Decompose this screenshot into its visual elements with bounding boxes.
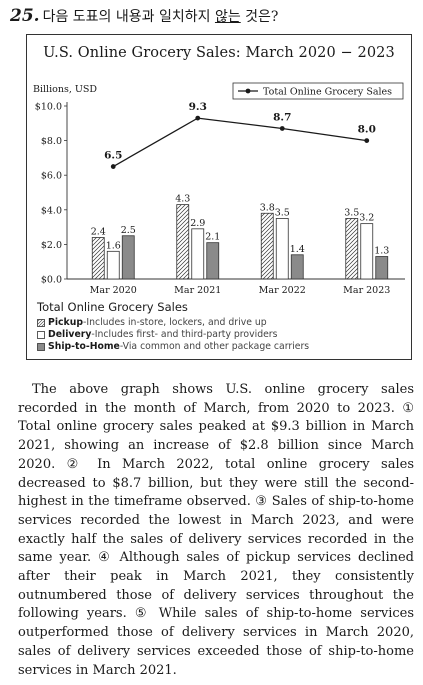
legend-name: Delivery	[48, 329, 92, 340]
legend-name: Ship-to-Home	[48, 341, 120, 352]
legend-list: Pickup -Includes in-store, lockers, and d…	[37, 317, 309, 353]
bar-value-label: 3.2	[359, 213, 374, 224]
pickup-swatch	[37, 319, 45, 327]
ship-to-home-swatch	[37, 343, 45, 351]
total-sales-label: 8.0	[358, 124, 376, 136]
passage-text: The above graph shows U.S. online grocer…	[18, 382, 414, 678]
bar-value-label: 2.1	[205, 232, 220, 243]
bar-delivery	[106, 250, 120, 280]
legend-item-ship-to-home: Ship-to-Home -Via common and other packag…	[37, 341, 309, 353]
legend-item-delivery: Delivery -Includes first- and third-party…	[37, 329, 309, 341]
total-sales-line	[112, 117, 367, 168]
y-tick-label: $2.0	[41, 240, 62, 251]
bar-value-label: 1.6	[106, 240, 121, 251]
x-tick-label: Mar 2020	[90, 285, 137, 296]
y-tick-label: $0.0	[41, 275, 62, 286]
chart-area: Billions, USD $0.0 $2.0 $4.0 $6.0 $8.0 $10.0 2.…	[33, 82, 405, 296]
question-number: 25.	[10, 6, 40, 26]
legend-item-pickup: Pickup -Includes in-store, lockers, and d…	[37, 317, 309, 329]
delivery-swatch	[37, 331, 45, 339]
y-tick-label: $8.0	[41, 136, 62, 147]
question-header: 25. 다음 도표의 내용과 일치하지 않는 것은?	[10, 6, 278, 26]
bar-value-label: 2.9	[190, 218, 205, 229]
chart-figure: U.S. Online Grocery Sales: March 2020 − …	[26, 34, 412, 360]
line-legend-marker	[245, 88, 251, 94]
question-prompt-end: 것은?	[240, 9, 279, 25]
bar-ship-to-home	[375, 256, 389, 280]
bar-ship-to-home	[121, 235, 135, 280]
line-legend-label: Total Online Grocery Sales	[263, 87, 392, 98]
total-sales-point	[110, 164, 116, 169]
legend-title: Total Online Grocery Sales	[37, 300, 188, 314]
bar-ship-to-home	[290, 254, 304, 280]
total-sales-point	[364, 138, 370, 143]
bar-pickup	[345, 218, 359, 280]
total-sales-label: 9.3	[189, 101, 207, 113]
total-sales-point	[195, 115, 201, 121]
legend-desc: -Includes first- and third-party provide…	[91, 329, 278, 340]
question-negation: 않는	[214, 9, 241, 25]
legend-name: Pickup	[48, 317, 83, 328]
bar-delivery	[360, 223, 374, 280]
bar-value-label: 1.3	[374, 246, 389, 257]
line-legend-box	[232, 82, 404, 100]
bar-value-label: 4.3	[175, 194, 190, 205]
bar-value-label: 2.4	[91, 226, 106, 237]
legend-desc: -Via common and other package carriers	[119, 341, 310, 352]
bar-pickup	[91, 237, 105, 280]
bar-delivery	[275, 218, 289, 280]
total-sales-point	[279, 126, 285, 131]
total-sales-label: 8.7	[273, 111, 291, 123]
total-sales-label: 6.5	[104, 150, 122, 162]
x-tick-label: Mar 2022	[259, 285, 306, 296]
bar-value-label: 3.5	[344, 207, 359, 218]
y-axis-label: Billions, USD	[33, 84, 97, 95]
y-tick-label: $10.0	[35, 102, 62, 113]
bar-pickup	[176, 204, 190, 280]
bar-value-label: 3.8	[260, 202, 275, 213]
y-tick-label: $6.0	[41, 171, 62, 182]
bar-delivery	[191, 228, 205, 280]
bar-value-label: 2.5	[121, 225, 136, 236]
bar-ship-to-home	[206, 242, 220, 280]
chart-title: U.S. Online Grocery Sales: March 2020 − …	[43, 45, 395, 61]
bar-value-label: 3.5	[275, 207, 290, 218]
legend-desc: -Includes in-store, lockers, and drive u…	[82, 317, 267, 328]
bar-pickup	[260, 212, 274, 280]
x-tick-label: Mar 2021	[174, 285, 221, 296]
bar-value-label: 1.4	[290, 244, 305, 255]
y-tick-label: $4.0	[41, 205, 62, 216]
x-tick-label: Mar 2023	[343, 285, 390, 296]
question-prompt: 다음 도표의 내용과 일치하지	[42, 9, 215, 25]
